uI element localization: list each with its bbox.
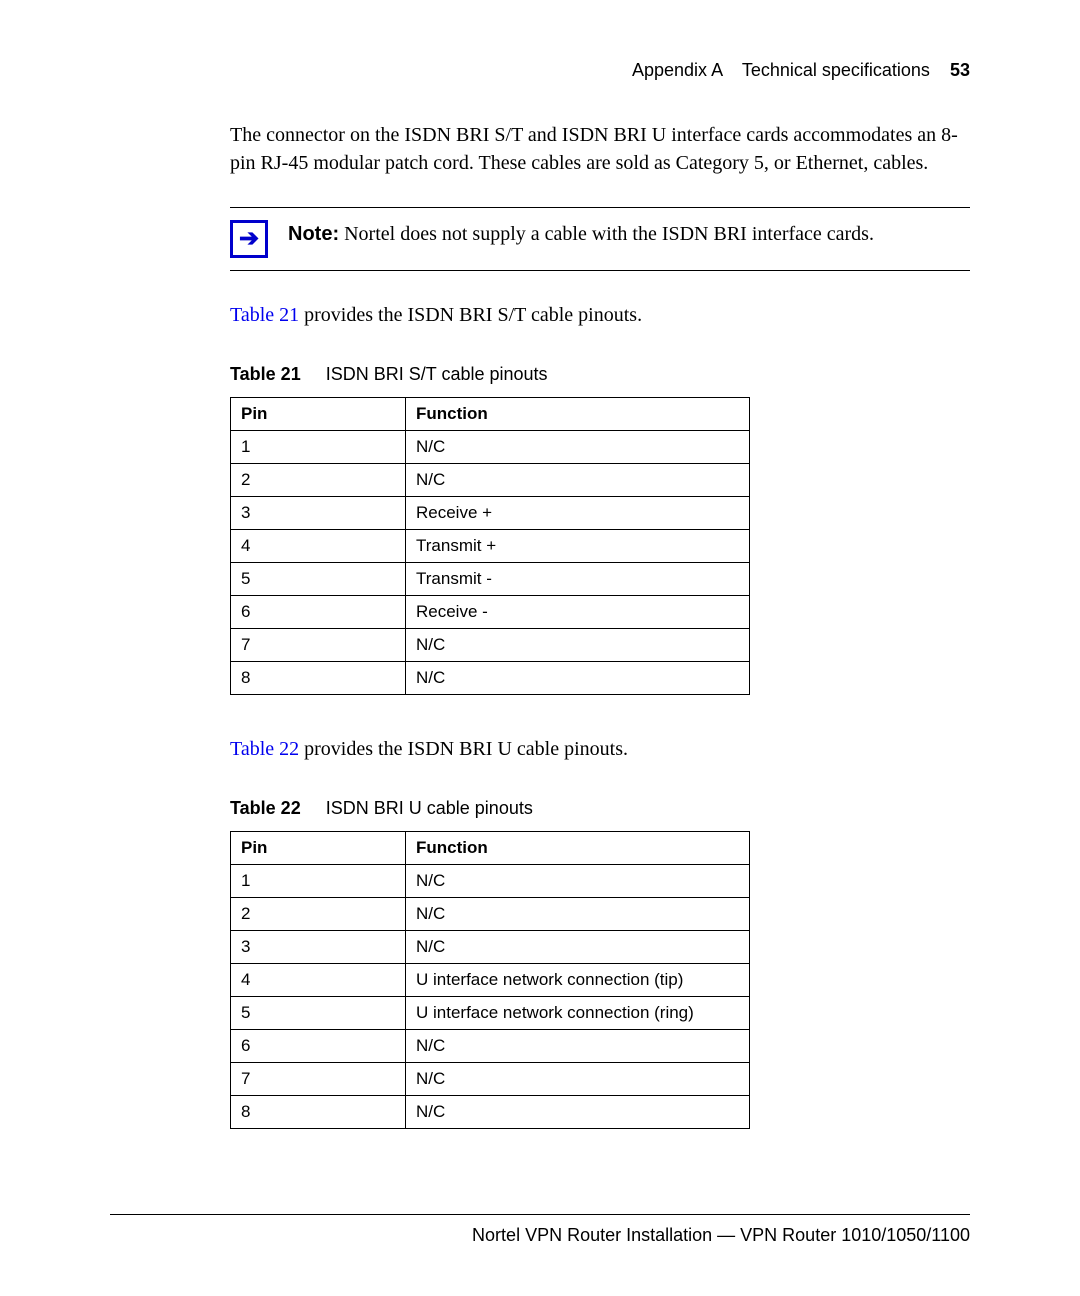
table21-cell: 7 — [231, 629, 406, 662]
header-appendix: Appendix A — [632, 60, 722, 80]
table-row: 5Transmit - — [231, 563, 750, 596]
intro-paragraph: The connector on the ISDN BRI S/T and IS… — [230, 121, 970, 177]
table21-cell: N/C — [406, 629, 750, 662]
table21-cell: Receive + — [406, 497, 750, 530]
table21-caption: Table 21 ISDN BRI S/T cable pinouts — [230, 364, 970, 385]
table22-cell: 8 — [231, 1096, 406, 1129]
header-title: Technical specifications — [742, 60, 930, 80]
table22-intro-rest: provides the ISDN BRI U cable pinouts. — [299, 738, 628, 760]
table22-cell: N/C — [406, 1096, 750, 1129]
table21-header-function: Function — [406, 398, 750, 431]
table22-cell: 5 — [231, 997, 406, 1030]
table-row: 7N/C — [231, 629, 750, 662]
table21-cell: Transmit - — [406, 563, 750, 596]
table21: Pin Function 1N/C 2N/C 3Receive + 4Trans… — [230, 397, 750, 695]
table-row: 1N/C — [231, 865, 750, 898]
table21-cell: N/C — [406, 662, 750, 695]
header-page-number: 53 — [950, 60, 970, 80]
table22-cell: 7 — [231, 1063, 406, 1096]
table22-cell: 3 — [231, 931, 406, 964]
table22-caption-label: Table 22 — [230, 798, 301, 818]
page-header: Appendix A Technical specifications 53 — [110, 60, 970, 81]
table21-header-pin: Pin — [231, 398, 406, 431]
note-divider-bottom — [230, 270, 970, 271]
table21-cell: 3 — [231, 497, 406, 530]
table22-cell: 6 — [231, 1030, 406, 1063]
table21-intro-rest: provides the ISDN BRI S/T cable pinouts. — [299, 304, 642, 326]
arrow-icon: ➔ — [230, 220, 268, 258]
table22-cell: N/C — [406, 865, 750, 898]
table-row: 3N/C — [231, 931, 750, 964]
table22-cell: U interface network connection (ring) — [406, 997, 750, 1030]
table21-cell: 6 — [231, 596, 406, 629]
table22-cell: 1 — [231, 865, 406, 898]
table22-cell: N/C — [406, 1030, 750, 1063]
table21-cell: 8 — [231, 662, 406, 695]
table-row: 4Transmit + — [231, 530, 750, 563]
footer-text: Nortel VPN Router Installation — VPN Rou… — [110, 1225, 970, 1246]
note-text: Note: Nortel does not supply a cable wit… — [288, 220, 874, 248]
table22-cell: N/C — [406, 898, 750, 931]
table21-cell: 4 — [231, 530, 406, 563]
table21-cell: 5 — [231, 563, 406, 596]
table22: Pin Function 1N/C 2N/C 3N/C 4U interface… — [230, 831, 750, 1129]
table22-caption-title: ISDN BRI U cable pinouts — [326, 798, 533, 818]
table22-cell: N/C — [406, 1063, 750, 1096]
table-row: 3Receive + — [231, 497, 750, 530]
table22-cell: 2 — [231, 898, 406, 931]
table22-caption: Table 22 ISDN BRI U cable pinouts — [230, 798, 970, 819]
table-row: 4U interface network connection (tip) — [231, 964, 750, 997]
note-body: Nortel does not supply a cable with the … — [344, 223, 874, 245]
table-row: 2N/C — [231, 898, 750, 931]
table21-intro: Table 21 provides the ISDN BRI S/T cable… — [230, 301, 970, 329]
table21-cell: Receive - — [406, 596, 750, 629]
note-block: ➔ Note: Nortel does not supply a cable w… — [230, 207, 970, 271]
footer-divider — [110, 1214, 970, 1215]
table22-header-pin: Pin — [231, 832, 406, 865]
table21-cell: N/C — [406, 464, 750, 497]
table22-cell: N/C — [406, 931, 750, 964]
table-row: 8N/C — [231, 662, 750, 695]
note-label: Note: — [288, 223, 339, 245]
table-row: 2N/C — [231, 464, 750, 497]
table22-link[interactable]: Table 22 — [230, 738, 299, 760]
table22-header-function: Function — [406, 832, 750, 865]
table-row: 6Receive - — [231, 596, 750, 629]
table22-intro: Table 22 provides the ISDN BRI U cable p… — [230, 735, 970, 763]
table-row: 6N/C — [231, 1030, 750, 1063]
table22-cell: U interface network connection (tip) — [406, 964, 750, 997]
table21-cell: 1 — [231, 431, 406, 464]
table22-cell: 4 — [231, 964, 406, 997]
table21-cell: Transmit + — [406, 530, 750, 563]
table-row: 5U interface network connection (ring) — [231, 997, 750, 1030]
table21-link[interactable]: Table 21 — [230, 304, 299, 326]
table-row: 8N/C — [231, 1096, 750, 1129]
table21-cell: N/C — [406, 431, 750, 464]
table21-caption-title: ISDN BRI S/T cable pinouts — [326, 364, 548, 384]
table-row: 1N/C — [231, 431, 750, 464]
table21-caption-label: Table 21 — [230, 364, 301, 384]
page-footer: Nortel VPN Router Installation — VPN Rou… — [110, 1214, 970, 1246]
table21-cell: 2 — [231, 464, 406, 497]
table-row: 7N/C — [231, 1063, 750, 1096]
